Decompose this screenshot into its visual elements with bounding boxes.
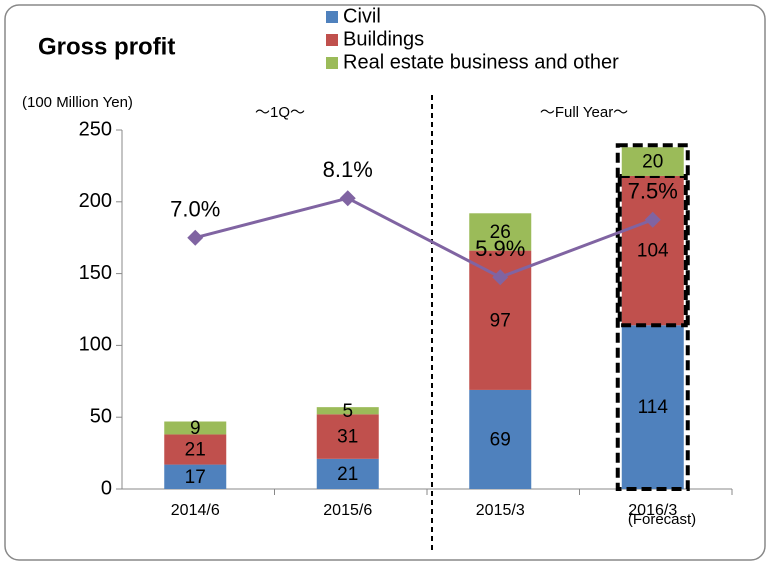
highlight-box <box>615 143 690 491</box>
bar-value-label: 5 <box>342 401 353 422</box>
margin-label: 7.5% <box>628 179 678 204</box>
bar-value-label: 31 <box>337 427 358 448</box>
x-tick-label: 2016/3 <box>628 502 677 519</box>
bar-segment <box>621 175 684 326</box>
chart-frame <box>4 4 766 561</box>
legend-label: Civil <box>343 5 381 27</box>
x-tick-label: 2014/6 <box>171 502 220 519</box>
margin-label: 5.9% <box>475 236 525 261</box>
margin-marker <box>492 269 509 286</box>
bar-value-label: 17 <box>185 467 206 488</box>
margin-label: 8.1% <box>323 157 373 182</box>
margin-marker <box>187 229 204 246</box>
legend-swatch <box>326 11 338 23</box>
legend-swatch <box>326 34 338 46</box>
chart-title: Gross profit <box>38 33 175 60</box>
bar-segment <box>469 213 532 251</box>
bar-segment <box>316 407 379 415</box>
bar-segment <box>164 464 227 489</box>
bar-value-label: 26 <box>490 222 511 243</box>
margin-marker <box>339 190 356 207</box>
legend-label: Buildings <box>343 28 424 50</box>
bar-segment <box>316 458 379 489</box>
bar-value-label: 104 <box>637 241 669 262</box>
y-tick-label: 250 <box>79 118 112 140</box>
x-tick-label: 2015/3 <box>476 502 525 519</box>
bar-segment <box>621 325 684 489</box>
bar-value-label: 69 <box>490 429 511 450</box>
bar-segment <box>469 389 532 489</box>
y-tick-label: 50 <box>90 405 112 427</box>
y-tick-label: 200 <box>79 190 112 212</box>
bar-value-label: 97 <box>490 310 511 331</box>
bar-segment <box>164 434 227 465</box>
margin-label: 7.0% <box>170 197 220 222</box>
legend-swatch <box>326 57 338 69</box>
margin-marker <box>644 211 661 228</box>
y-tick-label: 100 <box>79 334 112 356</box>
legend-label: Real estate business and other <box>343 51 619 73</box>
bar-segment <box>621 147 684 176</box>
annotation: ～1Q～ <box>255 104 305 121</box>
bar-segment <box>316 414 379 459</box>
bar-value-label: 21 <box>337 464 358 485</box>
bar-value-label: 20 <box>642 152 663 173</box>
bar-value-label: 9 <box>190 418 201 439</box>
y-tick-label: 0 <box>101 477 112 499</box>
margin-line <box>194 196 654 279</box>
y-tick-label: 150 <box>79 262 112 284</box>
x-tick-label: 2015/6 <box>323 502 372 519</box>
annotation: ～Full Year～ <box>540 104 628 121</box>
y-axis-label: (100 Million Yen) <box>22 94 133 111</box>
annotation: (Forecast) <box>628 511 696 528</box>
bar-segment <box>164 421 227 435</box>
bar-value-label: 21 <box>185 440 206 461</box>
bar-value-label: 114 <box>638 397 669 418</box>
